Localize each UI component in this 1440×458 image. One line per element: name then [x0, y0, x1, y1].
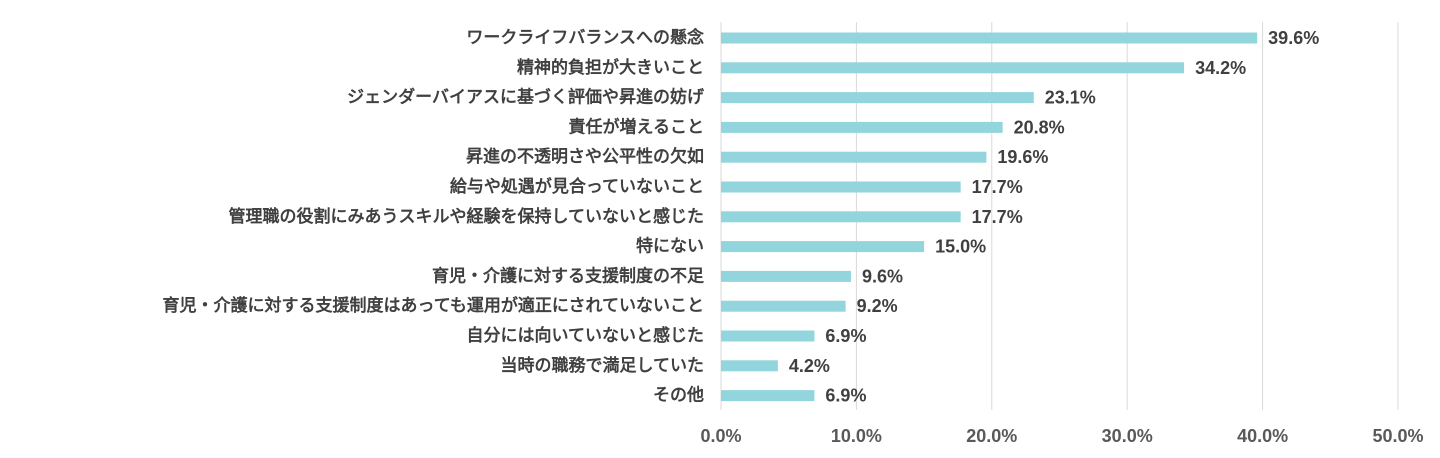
bar	[721, 270, 851, 282]
category-label: 精神的負担が大きいこと	[517, 57, 704, 78]
category-label: ジェンダーバイアスに基づく評価や昇進の妨げ	[347, 87, 705, 108]
x-tick-label: 30.0%	[1102, 426, 1153, 446]
bar	[721, 241, 925, 253]
category-label: 特にない	[636, 236, 704, 257]
data-label: 17.7%	[972, 177, 1023, 197]
x-tick-label: 20.0%	[966, 426, 1017, 446]
value-labels: 39.6% 34.2% 23.1% 20.8% 19.6% 17.7% 17.7% 15.0%…	[789, 28, 1319, 406]
category-label: 育児・介護に対する支援制度の不足	[432, 265, 704, 286]
category-label: 当時の職務で満足していた	[501, 355, 705, 376]
x-tick-label: 10.0%	[831, 426, 882, 446]
bar	[721, 330, 815, 342]
data-label: 9.2%	[857, 296, 898, 316]
category-label: ワークライフバランスへの懸念	[466, 27, 704, 48]
data-label: 34.2%	[1195, 58, 1246, 78]
category-label: 育児・介護に対する支援制度はあっても運用が適正にされていないこと	[163, 295, 704, 316]
gridlines	[720, 22, 1399, 410]
bar	[721, 121, 1003, 133]
data-label: 15.0%	[935, 237, 986, 257]
bar	[721, 62, 1185, 74]
data-label: 39.6%	[1268, 28, 1319, 48]
data-label: 4.2%	[789, 356, 830, 376]
category-label: 給与や処遇が見合っていないこと	[450, 176, 704, 197]
category-label: 自分には向いていないと感じた	[467, 325, 705, 346]
bar	[721, 151, 987, 163]
x-tick-label: 50.0%	[1372, 426, 1423, 446]
bars	[721, 32, 1258, 402]
bar	[721, 92, 1034, 104]
bar	[721, 390, 815, 402]
bar	[721, 32, 1258, 44]
category-labels: ワークライフバランスへの懸念精神的負担が大きいことジェンダーバイアスに基づく評価…	[163, 27, 705, 406]
data-label: 17.7%	[972, 207, 1023, 227]
x-tick-label: 0.0%	[700, 426, 741, 446]
bar	[721, 300, 846, 312]
category-label: 昇進の不透明さや公平性の欠如	[466, 146, 704, 167]
data-label: 6.9%	[825, 386, 866, 406]
data-label: 20.8%	[1014, 117, 1065, 137]
data-label: 6.9%	[825, 326, 866, 346]
x-axis-tick-labels: 0.0% 10.0% 20.0% 30.0% 40.0% 50.0%	[700, 426, 1423, 446]
data-label: 23.1%	[1045, 88, 1096, 108]
category-label: その他	[653, 385, 704, 406]
x-tick-label: 40.0%	[1237, 426, 1288, 446]
bar	[721, 360, 778, 372]
category-label: 管理職の役割にみあうスキルや経験を保持していないと感じた	[229, 206, 705, 227]
data-label: 9.6%	[862, 266, 903, 286]
bar	[721, 181, 961, 193]
bar	[721, 211, 961, 223]
category-label: 責任が増えること	[569, 116, 705, 137]
data-label: 19.6%	[997, 147, 1048, 167]
